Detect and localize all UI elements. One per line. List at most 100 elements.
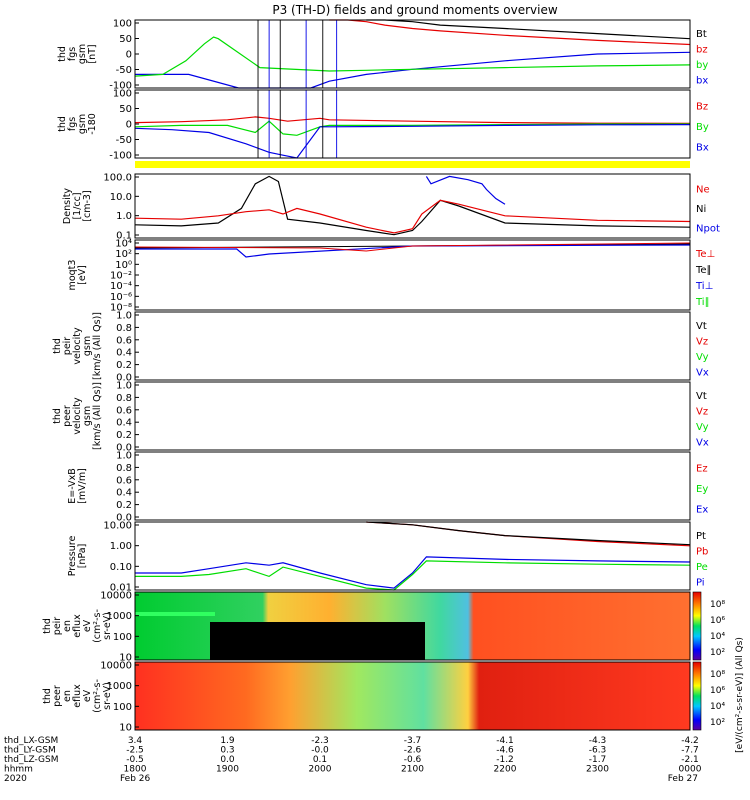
y-axis-label: thd peir velocity gsm [km/s (All Qs)] [52, 312, 103, 380]
y-axis-label-line: (cm²-s- [92, 679, 103, 713]
y-axis-label-line: [km/s (All Qs)] [92, 382, 103, 450]
footer-row-label: thd_LY-GSM [4, 746, 56, 756]
legend-entry: Te⊥ [695, 249, 715, 260]
y-tick-label: 0 [126, 120, 132, 131]
colorbar-tick-label: 10⁸ [710, 670, 725, 680]
series-line-Bt [366, 19, 691, 40]
spectrogram-band [135, 662, 690, 730]
y-axis-label-line: Density [62, 188, 73, 224]
y-axis-label-line: velocity [72, 397, 83, 435]
y-tick-label: 0.6 [116, 405, 132, 416]
spectrogram-fill-region [210, 622, 425, 660]
colorbar-tick-label: 10² [710, 718, 725, 728]
y-tick-label: 10000 [100, 661, 132, 672]
y-tick-label: 0.4 [116, 418, 132, 429]
y-axis-label-line: thd [42, 618, 53, 634]
colorbar-tick-label: 10⁴ [710, 632, 725, 642]
legend-entry: Ne [696, 185, 710, 196]
series-line-Npot [425, 175, 506, 205]
footer-value: 2100 [401, 765, 424, 775]
y-axis-label-line: (cm²-s- [92, 609, 103, 643]
y-axis-label-line: gsm [77, 114, 88, 134]
y-axis-label-line: fgs [67, 47, 78, 61]
series-line-Ni [134, 175, 691, 236]
footer-value: -1.2 [496, 755, 514, 765]
footer-value: 0.0 [220, 755, 235, 765]
legend-entry: Vx [696, 437, 709, 448]
quality-flag-bar [135, 161, 690, 168]
series-line-Ne [134, 199, 691, 234]
footer-value: 1800 [124, 765, 147, 775]
panel-9: 10⁸ 10⁶ 10⁴ 10² 10000 1000 100 10 thd peer en eflux… [42, 661, 725, 734]
y-tick-label: 1000 [107, 611, 132, 622]
legend-entry: Ex [696, 505, 708, 516]
footer-value: 2300 [586, 765, 609, 775]
y-axis-label-line: [nPa] [77, 544, 88, 569]
y-axis-label: thd peir en eflux eV (cm²-s-sr-eV) [42, 609, 113, 643]
y-tick-label: 10 [119, 653, 132, 664]
y-axis-label-line: sr-eV) [102, 612, 113, 640]
legend-entry: Pt [696, 531, 706, 542]
series-line-by [134, 36, 691, 77]
y-tick-label: 0.1 [116, 231, 132, 242]
footer-value: 1.9 [220, 736, 235, 746]
panel-frame [134, 239, 691, 311]
y-axis-label-line: [nT] [87, 44, 98, 63]
y-tick-label: 0.2 [116, 360, 132, 371]
y-tick-label: 100 [113, 632, 132, 643]
y-tick-label: 0.0 [116, 443, 132, 454]
panel-frame [134, 591, 691, 661]
footer-value: -0.6 [404, 755, 422, 765]
footer-row-label: hhmm [4, 765, 33, 775]
y-tick-label: 10.00 [103, 521, 132, 532]
footer-value: Feb 27 [668, 774, 698, 784]
ephemeris-footer: thd_LX-GSM 3.4 1.9 -2.3 -3.7 -4.1 -4.3 -4.2 thd_… [4, 736, 702, 784]
footer-value: -1.7 [589, 755, 607, 765]
panel-frame [134, 173, 691, 239]
colorbar-label: [eV/(cm²-s-sr-eV)] (All Qs) [735, 637, 745, 753]
legend-entry: Vt [696, 391, 707, 402]
y-axis-label-line: sr-eV) [102, 682, 113, 710]
y-tick-label: -100 [109, 81, 132, 92]
colorbar-tick-label: 10² [710, 648, 725, 658]
footer-value: -4.2 [681, 736, 699, 746]
y-tick-label: 0.10 [110, 562, 132, 573]
y-tick-label: -100 [109, 151, 132, 162]
y-axis-label: Pressure [nPa] [67, 536, 88, 577]
footer-value: -4.3 [589, 736, 607, 746]
panel-1: 100 50 0 -50 -100 thd fgs gsm -180 Bz By Bx [57, 89, 709, 168]
footer-value: -6.3 [589, 746, 607, 756]
legend-entry: Bt [696, 29, 707, 40]
legend-entry: Ni [696, 204, 706, 215]
y-axis-label-line: gsm [77, 44, 88, 64]
y-axis-label-line: peer [62, 405, 73, 427]
y-axis-label: thd peer en eflux eV (cm²-s-sr-eV) [42, 679, 113, 713]
footer-value: -3.7 [404, 736, 422, 746]
footer-value: 3.4 [128, 736, 143, 746]
legend-entry: Vz [696, 406, 708, 417]
y-tick-label: 0.8 [116, 393, 132, 404]
y-axis-label-line: eflux [72, 684, 83, 708]
y-tick-label: 10² [115, 249, 132, 260]
y-axis-label-line: gsm [82, 336, 93, 356]
y-tick-label: 10⁴ [115, 239, 132, 250]
y-tick-label: 0.6 [116, 475, 132, 486]
legend-entry: By [696, 122, 709, 133]
colorbar-tick-label: 10⁶ [710, 686, 725, 696]
series-line-Pt [366, 521, 691, 546]
y-axis-label-line: peir [62, 337, 73, 356]
y-axis-label-line: velocity [72, 327, 83, 365]
y-axis-label-line: eV [82, 619, 93, 632]
colorbar [692, 591, 702, 661]
y-tick-label: 0.0 [116, 513, 132, 524]
footer-row-label: 2020 [4, 774, 27, 784]
y-tick-label: 0 [126, 50, 132, 61]
y-tick-label: 100 [113, 19, 132, 30]
legend-entry: Bz [696, 101, 708, 112]
panel-7: 10.00 1.00 0.10 0.01 Pressure [nPa] Pt Pb Pe Pi [67, 521, 708, 594]
footer-value: -2.5 [126, 746, 144, 756]
y-tick-label: 0.4 [116, 488, 132, 499]
footer-value: 2000 [309, 765, 332, 775]
footer-value: -7.7 [681, 746, 699, 756]
